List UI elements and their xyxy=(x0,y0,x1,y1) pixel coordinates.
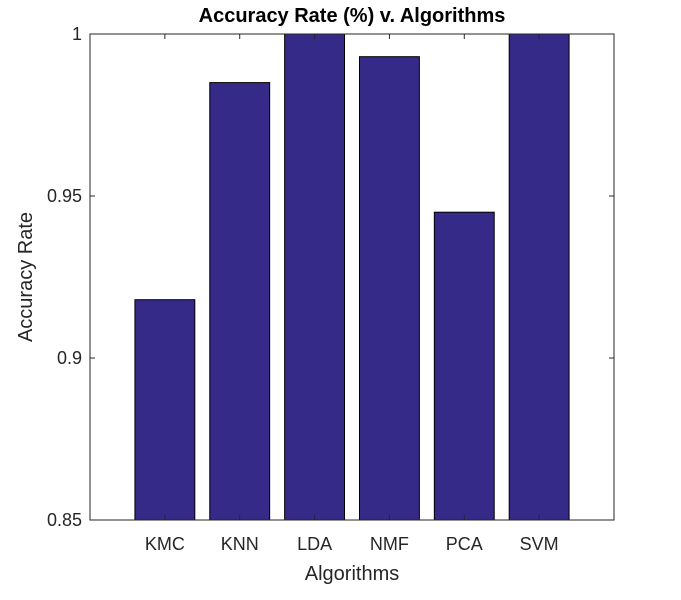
bar-knn xyxy=(209,82,271,521)
chart-title: Accuracy Rate (%) v. Algorithms xyxy=(199,5,506,27)
y-tick-label: 1 xyxy=(72,24,82,44)
bar-svm xyxy=(508,33,570,521)
x-tick-label-pca: PCA xyxy=(446,534,483,554)
y-tick-label: 0.95 xyxy=(47,186,82,206)
bar-pca xyxy=(433,211,495,521)
bar-lda xyxy=(284,33,346,521)
x-tick-label-lda: LDA xyxy=(297,534,332,554)
y-axis-label: Accuracy Rate xyxy=(15,212,37,342)
x-tick-label-knn: KNN xyxy=(221,534,259,554)
bars-group xyxy=(134,33,570,521)
y-tick-label: 0.9 xyxy=(57,348,82,368)
x-axis: KMC KNN LDA NMF PCA SVM xyxy=(145,34,559,554)
x-axis-label: Algorithms xyxy=(305,563,399,585)
x-tick-label-svm: SVM xyxy=(520,534,559,554)
x-tick-label-nmf: NMF xyxy=(370,534,409,554)
y-tick-label: 0.85 xyxy=(47,510,82,530)
plot-area-frame xyxy=(89,33,615,521)
bar-kmc xyxy=(134,299,196,521)
bar-nmf xyxy=(358,56,420,521)
x-tick-label-kmc: KMC xyxy=(145,534,185,554)
y-axis: 0.85 0.9 0.95 1 xyxy=(47,24,614,530)
